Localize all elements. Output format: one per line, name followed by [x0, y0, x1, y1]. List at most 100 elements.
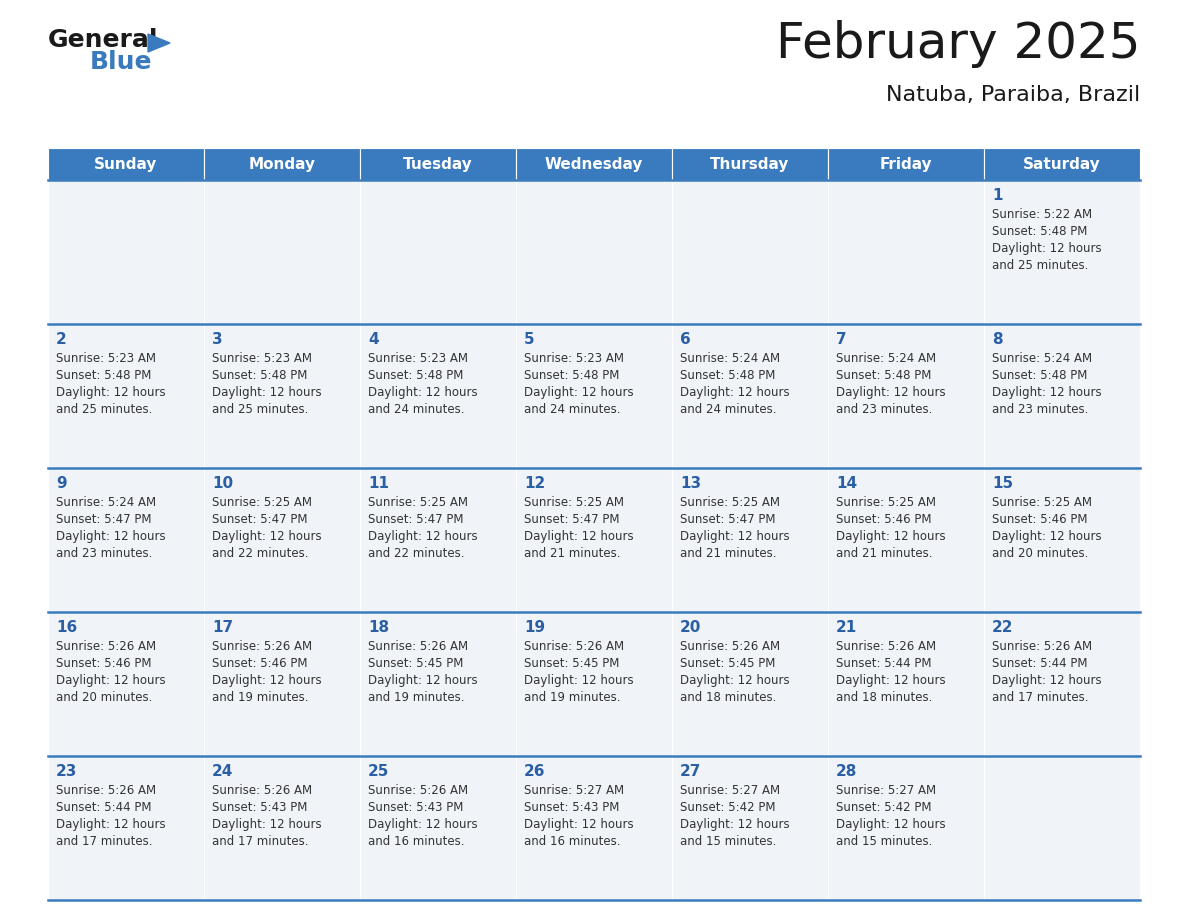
Text: 25: 25	[368, 764, 390, 779]
Text: 17: 17	[211, 620, 233, 635]
Text: Sunset: 5:47 PM: Sunset: 5:47 PM	[524, 513, 619, 526]
Bar	[984, 180, 1140, 324]
Bar	[516, 180, 672, 324]
Text: Sunset: 5:48 PM: Sunset: 5:48 PM	[368, 369, 463, 382]
Text: Sunset: 5:43 PM: Sunset: 5:43 PM	[211, 801, 308, 814]
Text: and 24 minutes.: and 24 minutes.	[680, 403, 777, 416]
Text: Sunrise: 5:25 AM: Sunrise: 5:25 AM	[680, 496, 781, 509]
Bar	[516, 148, 672, 180]
Bar	[360, 148, 516, 180]
Text: Sunrise: 5:25 AM: Sunrise: 5:25 AM	[211, 496, 312, 509]
Text: Sunset: 5:43 PM: Sunset: 5:43 PM	[524, 801, 619, 814]
Text: Daylight: 12 hours: Daylight: 12 hours	[680, 674, 790, 687]
Text: 10: 10	[211, 476, 233, 491]
Text: and 20 minutes.: and 20 minutes.	[992, 547, 1088, 560]
Bar	[828, 612, 984, 756]
Text: Sunrise: 5:23 AM: Sunrise: 5:23 AM	[211, 352, 312, 365]
Text: and 23 minutes.: and 23 minutes.	[56, 547, 152, 560]
Bar	[828, 324, 984, 468]
Text: Sunrise: 5:25 AM: Sunrise: 5:25 AM	[836, 496, 936, 509]
Text: Sunset: 5:48 PM: Sunset: 5:48 PM	[680, 369, 776, 382]
Text: and 18 minutes.: and 18 minutes.	[836, 691, 933, 704]
Text: Daylight: 12 hours: Daylight: 12 hours	[992, 674, 1101, 687]
Text: and 23 minutes.: and 23 minutes.	[992, 403, 1088, 416]
Text: Wednesday: Wednesday	[545, 156, 643, 172]
Bar	[204, 148, 360, 180]
Text: Sunset: 5:47 PM: Sunset: 5:47 PM	[368, 513, 463, 526]
Text: Sunset: 5:48 PM: Sunset: 5:48 PM	[56, 369, 151, 382]
Text: Daylight: 12 hours: Daylight: 12 hours	[368, 818, 478, 831]
Text: 19: 19	[524, 620, 545, 635]
Text: 16: 16	[56, 620, 77, 635]
Text: Sunrise: 5:26 AM: Sunrise: 5:26 AM	[836, 640, 936, 653]
Bar	[360, 468, 516, 612]
Bar	[672, 612, 828, 756]
Text: Sunday: Sunday	[94, 156, 158, 172]
Text: Daylight: 12 hours: Daylight: 12 hours	[56, 386, 165, 399]
Text: Daylight: 12 hours: Daylight: 12 hours	[368, 386, 478, 399]
Bar	[516, 324, 672, 468]
Bar	[516, 756, 672, 900]
Text: Sunrise: 5:26 AM: Sunrise: 5:26 AM	[211, 784, 312, 797]
Text: Daylight: 12 hours: Daylight: 12 hours	[992, 242, 1101, 255]
Bar	[360, 612, 516, 756]
Text: and 19 minutes.: and 19 minutes.	[524, 691, 620, 704]
Bar	[984, 612, 1140, 756]
Text: and 25 minutes.: and 25 minutes.	[56, 403, 152, 416]
Bar	[984, 324, 1140, 468]
Bar	[48, 180, 204, 324]
Text: and 22 minutes.: and 22 minutes.	[368, 547, 465, 560]
Bar	[360, 756, 516, 900]
Text: Sunrise: 5:23 AM: Sunrise: 5:23 AM	[56, 352, 156, 365]
Text: Sunset: 5:46 PM: Sunset: 5:46 PM	[211, 657, 308, 670]
Text: Monday: Monday	[248, 156, 316, 172]
Text: Daylight: 12 hours: Daylight: 12 hours	[368, 674, 478, 687]
Text: 6: 6	[680, 332, 690, 347]
Text: Sunrise: 5:23 AM: Sunrise: 5:23 AM	[368, 352, 468, 365]
Text: Sunrise: 5:22 AM: Sunrise: 5:22 AM	[992, 208, 1092, 221]
Text: Sunset: 5:45 PM: Sunset: 5:45 PM	[680, 657, 776, 670]
Text: Daylight: 12 hours: Daylight: 12 hours	[524, 674, 633, 687]
Bar	[984, 148, 1140, 180]
Text: 27: 27	[680, 764, 701, 779]
Text: 12: 12	[524, 476, 545, 491]
Text: Friday: Friday	[879, 156, 933, 172]
Bar	[984, 468, 1140, 612]
Bar	[828, 148, 984, 180]
Text: Sunset: 5:48 PM: Sunset: 5:48 PM	[836, 369, 931, 382]
Text: Sunrise: 5:26 AM: Sunrise: 5:26 AM	[680, 640, 781, 653]
Text: and 15 minutes.: and 15 minutes.	[680, 835, 777, 848]
Text: 21: 21	[836, 620, 858, 635]
Text: Daylight: 12 hours: Daylight: 12 hours	[680, 386, 790, 399]
Bar	[204, 468, 360, 612]
Text: Sunset: 5:47 PM: Sunset: 5:47 PM	[211, 513, 308, 526]
Bar	[828, 468, 984, 612]
Text: Sunrise: 5:27 AM: Sunrise: 5:27 AM	[836, 784, 936, 797]
Bar	[360, 324, 516, 468]
Text: and 17 minutes.: and 17 minutes.	[56, 835, 152, 848]
Text: Daylight: 12 hours: Daylight: 12 hours	[211, 674, 322, 687]
Bar	[828, 180, 984, 324]
Text: and 17 minutes.: and 17 minutes.	[992, 691, 1088, 704]
Text: 28: 28	[836, 764, 858, 779]
Text: Sunrise: 5:25 AM: Sunrise: 5:25 AM	[992, 496, 1092, 509]
Text: Daylight: 12 hours: Daylight: 12 hours	[56, 530, 165, 543]
Text: Sunset: 5:43 PM: Sunset: 5:43 PM	[368, 801, 463, 814]
Text: Tuesday: Tuesday	[403, 156, 473, 172]
Text: and 23 minutes.: and 23 minutes.	[836, 403, 933, 416]
Text: Blue: Blue	[90, 50, 152, 74]
Text: February 2025: February 2025	[776, 20, 1140, 68]
Text: and 19 minutes.: and 19 minutes.	[368, 691, 465, 704]
Text: and 22 minutes.: and 22 minutes.	[211, 547, 309, 560]
Text: Sunset: 5:47 PM: Sunset: 5:47 PM	[56, 513, 152, 526]
Text: Sunrise: 5:23 AM: Sunrise: 5:23 AM	[524, 352, 624, 365]
Bar	[48, 756, 204, 900]
Bar	[48, 324, 204, 468]
Text: 8: 8	[992, 332, 1003, 347]
Text: and 16 minutes.: and 16 minutes.	[368, 835, 465, 848]
Bar	[672, 148, 828, 180]
Text: and 19 minutes.: and 19 minutes.	[211, 691, 309, 704]
Text: Sunrise: 5:24 AM: Sunrise: 5:24 AM	[992, 352, 1092, 365]
Text: Sunset: 5:44 PM: Sunset: 5:44 PM	[56, 801, 152, 814]
Text: Sunrise: 5:24 AM: Sunrise: 5:24 AM	[56, 496, 156, 509]
